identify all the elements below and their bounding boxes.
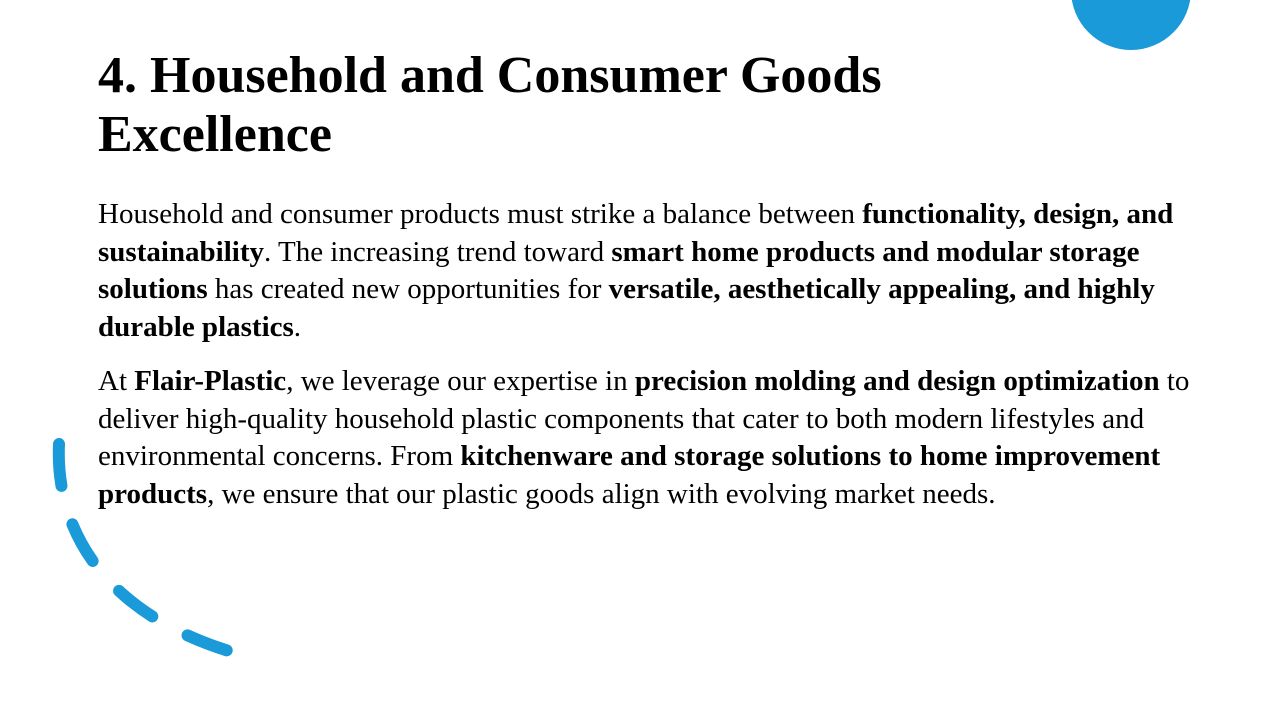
slide-title: 4. Household and Consumer Goods Excellenc… [98, 46, 1198, 164]
title-line-2: Excellence [98, 106, 332, 163]
p2-text-1: At [98, 365, 135, 397]
paragraph-1: Household and consumer products must str… [98, 196, 1198, 346]
p1-bold-2: smart home products and modular storage … [98, 235, 1140, 306]
paragraph-2: At Flair-Plastic, we leverage our expert… [98, 363, 1198, 513]
p2-text-4: , we ensure that our plastic goods align… [207, 477, 996, 510]
corner-circle-shape [1071, 0, 1191, 50]
p1-bold-1: functionality, design, and sustainabilit… [98, 198, 1174, 268]
p2-text-3: to deliver high-quality household plasti… [98, 365, 1190, 472]
p1-text-4: . [293, 310, 302, 343]
p1-text-3: has created new opportunities for [207, 273, 609, 305]
p1-text-1: Household and consumer products must str… [98, 198, 863, 230]
p1-text-2: . The increasing trend toward [264, 235, 612, 268]
p2-bold-3: kitchenware and storage solutions to hom… [98, 440, 1161, 510]
p2-bold-1: Flair-Plastic [134, 365, 287, 397]
p1-bold-3: versatile, aesthetically appealing, and … [98, 273, 1155, 343]
slide-body: Household and consumer products must str… [98, 196, 1198, 530]
p2-text-2: , we leverage our expertise in [286, 365, 635, 397]
p2-bold-2: precision molding and design optimizatio… [634, 365, 1160, 397]
title-line-1: 4. Household and Consumer Goods [98, 47, 882, 104]
